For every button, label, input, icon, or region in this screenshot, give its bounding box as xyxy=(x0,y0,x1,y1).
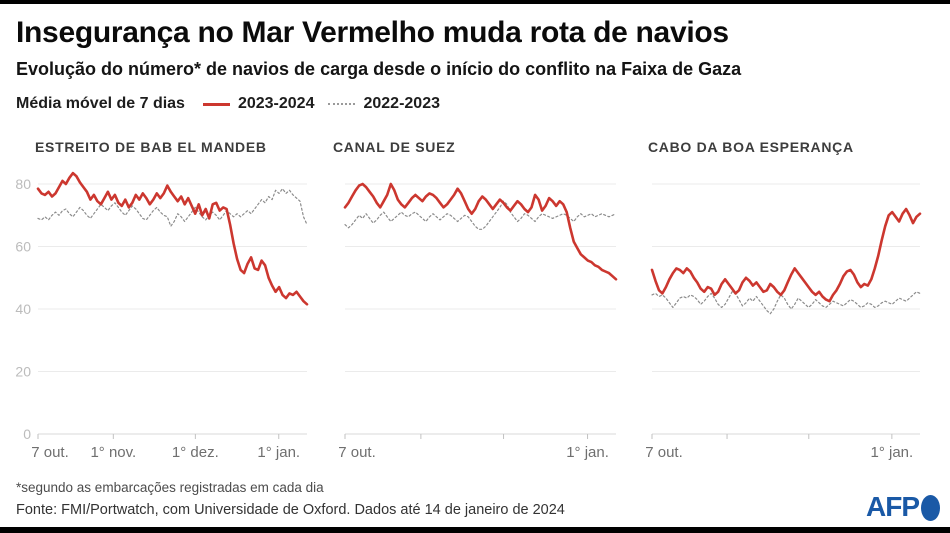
afp-logo-circle-icon xyxy=(921,495,940,521)
chart-panel-1: 7 out. 1° jan. xyxy=(338,182,618,461)
source-line: Fonte: FMI/Portwatch, com Universidade d… xyxy=(16,502,565,518)
series-line-2022-2023 xyxy=(37,188,308,227)
x-axis-label: 1° dez. xyxy=(172,444,219,461)
footnote: *segundo as embarcações registradas em c… xyxy=(16,480,324,495)
y-axis-label-20: 20 xyxy=(15,364,31,380)
x-axis-label: 1° jan. xyxy=(566,444,609,461)
chart-title-canal-de-suez: CANAL DE SUEZ xyxy=(333,139,456,155)
y-axis-label-40: 40 xyxy=(15,301,31,317)
afp-logo: AFP xyxy=(866,492,940,522)
series-line-2023-2024 xyxy=(650,207,922,303)
legend-label-2022-2023: 2022-2023 xyxy=(363,95,440,112)
x-axis-label: 1° jan. xyxy=(871,444,914,461)
series-line-2022-2023 xyxy=(344,200,617,230)
legend-item-2023-2024: 2023-2024 xyxy=(202,95,315,113)
chart-panel-2: 7 out. 1° jan. xyxy=(645,183,922,461)
legend-item-2022-2023: 2022-2023 xyxy=(328,95,440,113)
chart-title-bab-el-mandeb: ESTREITO DE BAB EL MANDEB xyxy=(35,139,267,155)
afp-logo-text: AFP xyxy=(866,491,920,522)
top-black-bar xyxy=(0,0,950,4)
y-axis-label-80: 80 xyxy=(15,176,31,192)
bottom-black-bar xyxy=(0,527,950,533)
series-line-2022-2023 xyxy=(651,291,921,315)
legend-label-2023-2024: 2023-2024 xyxy=(237,95,315,112)
page-title: Insegurança no Mar Vermelho muda rota de… xyxy=(16,16,729,49)
x-axis-label: 7 out. xyxy=(645,444,683,461)
x-axis-label: 1° nov. xyxy=(90,444,136,461)
y-axis-label-60: 60 xyxy=(15,239,31,255)
legend-lead-label: Média móvel de 7 dias xyxy=(16,95,185,112)
y-axis-label-0: 0 xyxy=(23,426,31,442)
page-subtitle: Evolução do número* de navios de carga d… xyxy=(16,59,742,79)
x-axis-label: 7 out. xyxy=(31,444,69,461)
chart-title-cabo-boa-esperanca: CABO DA BOA ESPERANÇA xyxy=(648,139,854,155)
red-line-swatch-icon xyxy=(202,102,230,106)
x-axis-label: 1° jan. xyxy=(257,444,300,461)
chart-panel-0: 0 20 40 60 80 7 out. 1° nov. 1° dez. 1° jan. xyxy=(15,171,309,461)
series-line-2023-2024 xyxy=(343,182,618,281)
legend: Média móvel de 7 dias 2023-2024 2022-202… xyxy=(16,94,440,114)
gray-dotted-swatch-icon xyxy=(328,103,356,105)
series-line-2023-2024 xyxy=(36,171,309,306)
x-axis-label: 7 out. xyxy=(338,444,376,461)
